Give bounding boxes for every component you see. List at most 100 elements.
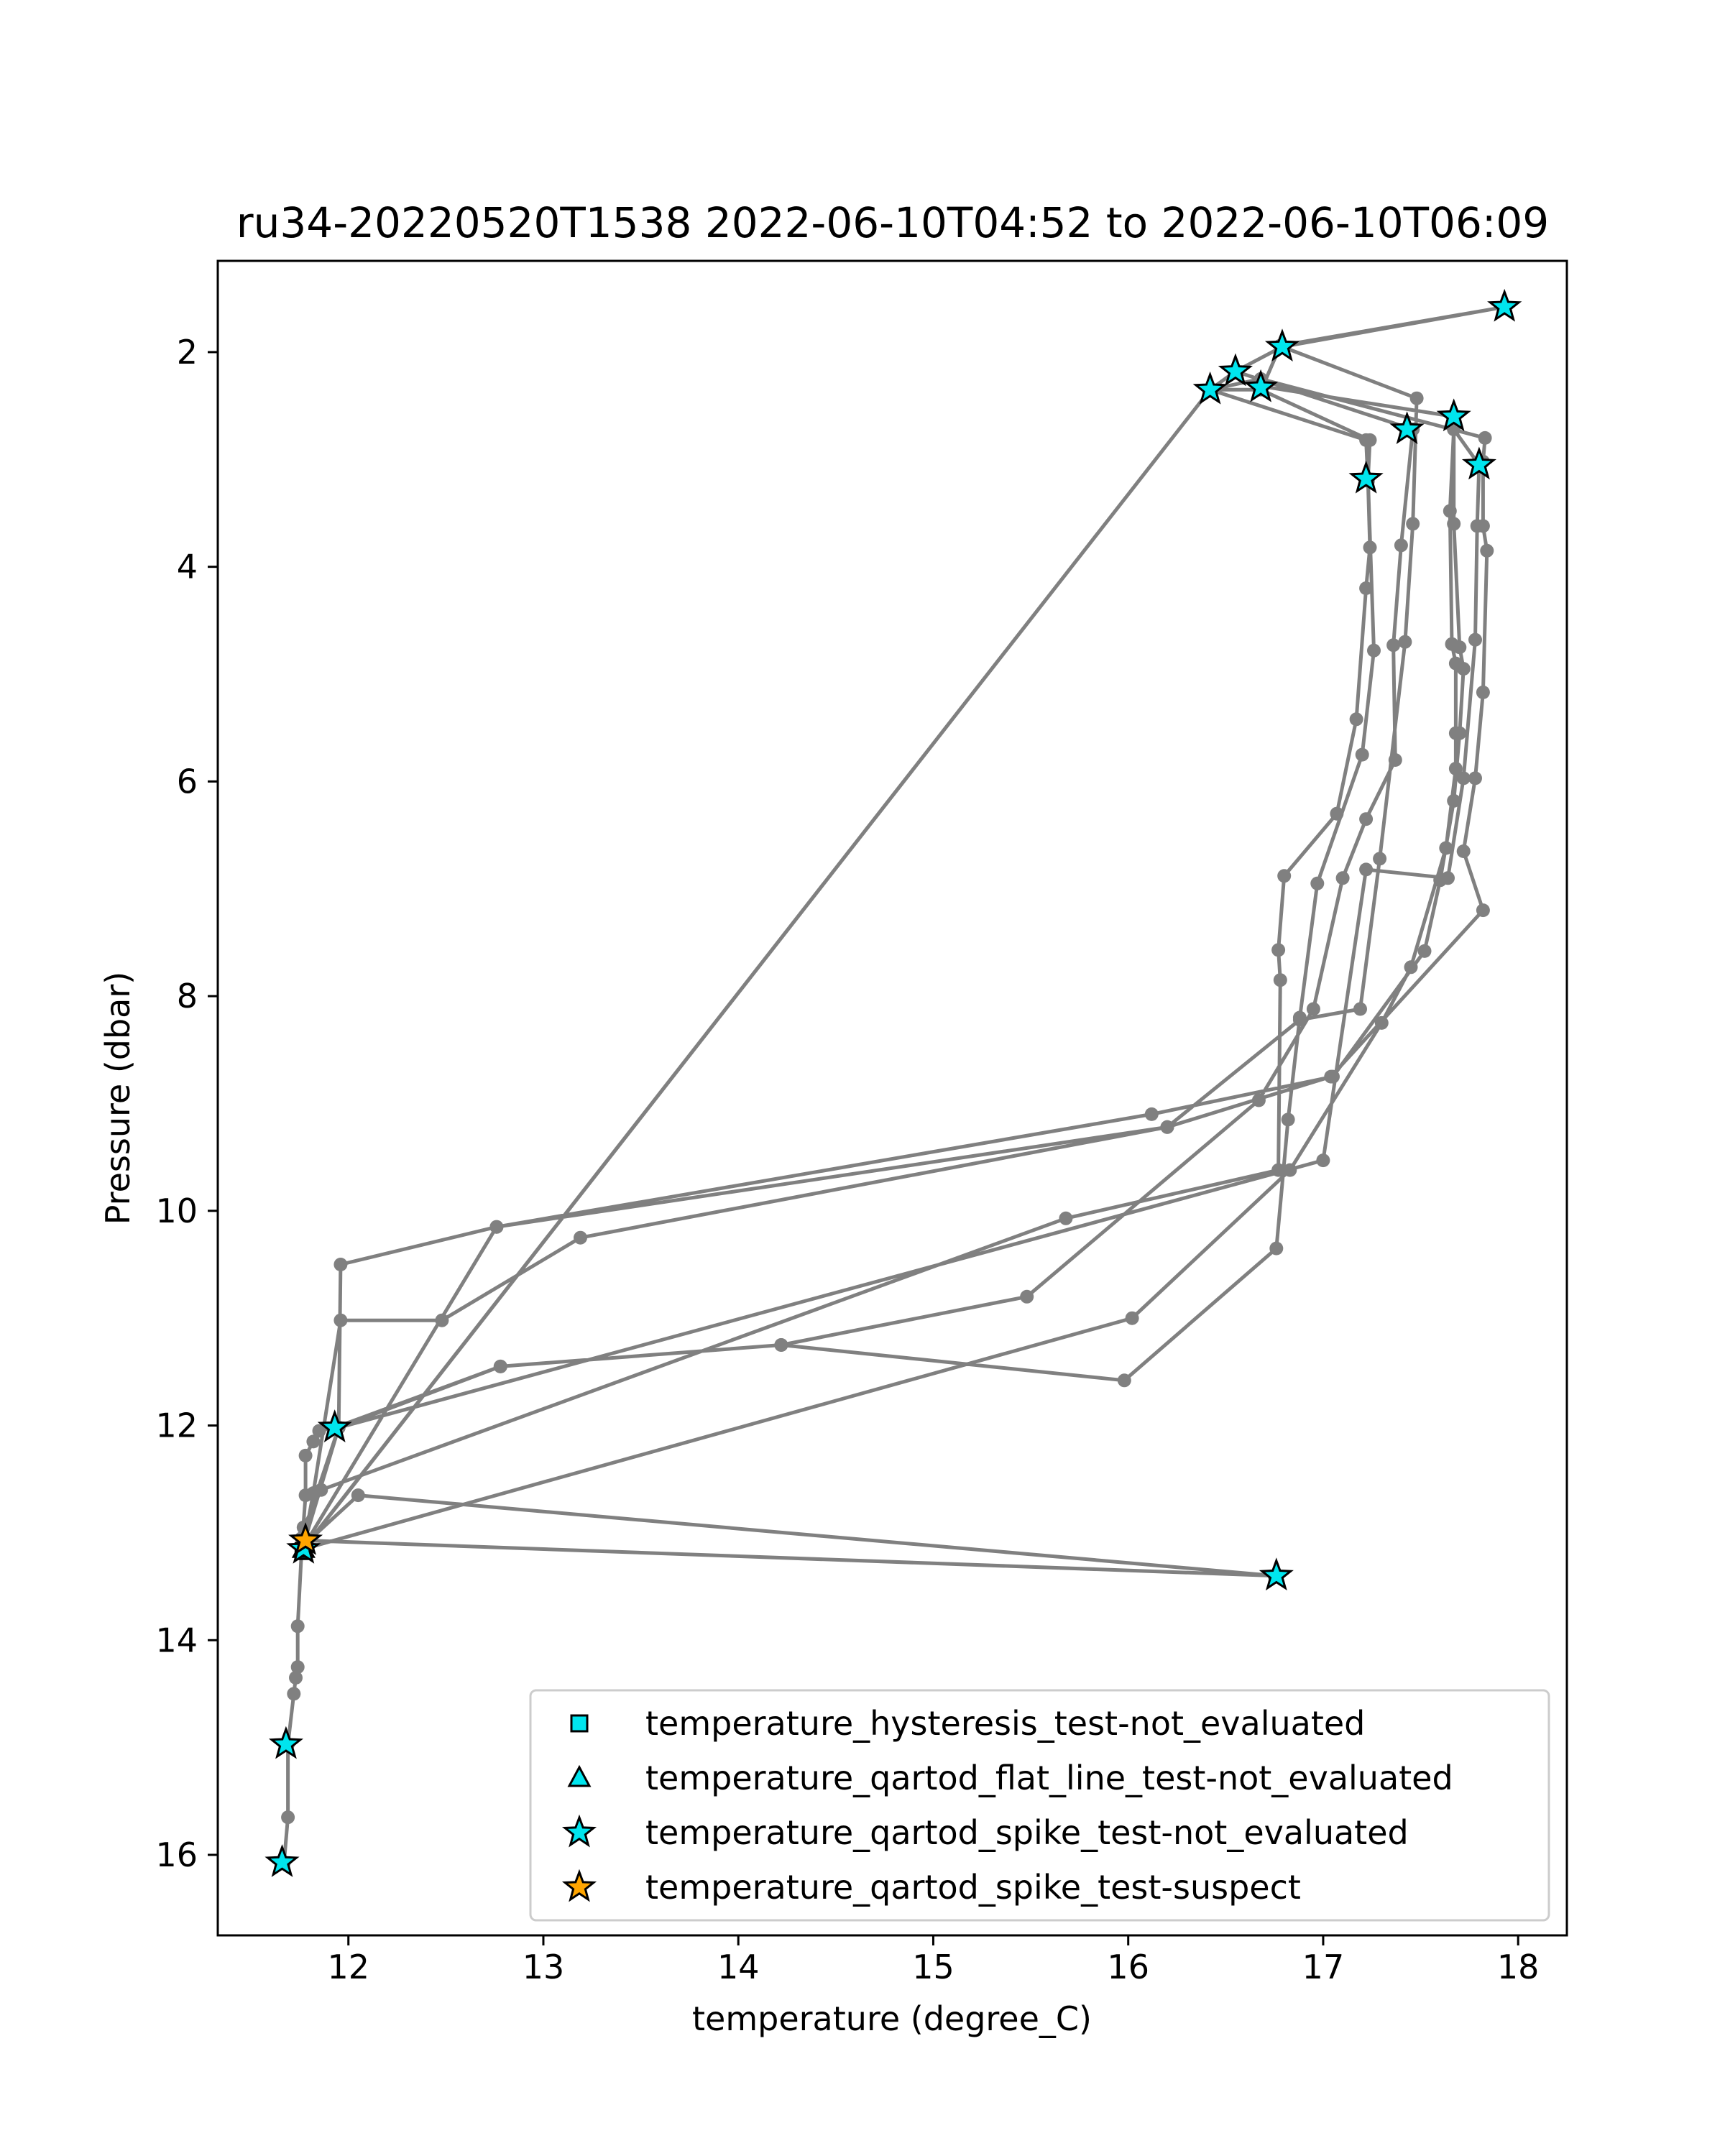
profile-point: [1283, 1163, 1297, 1177]
profile-point: [1335, 871, 1350, 885]
qc-marker: [1259, 1557, 1294, 1591]
legend-marker: [561, 1814, 597, 1848]
y-tick-label: 6: [177, 762, 198, 801]
qc-marker: [1348, 460, 1384, 494]
x-axis-label: temperature (degree_C): [692, 1999, 1092, 2038]
profile-point: [1125, 1311, 1139, 1325]
profile-point: [1388, 753, 1402, 767]
legend-marker: [567, 1764, 592, 1787]
profile-point: [351, 1488, 365, 1503]
qc-marker: [1218, 353, 1253, 387]
profile-point: [1330, 806, 1344, 821]
y-tick-label: 8: [177, 977, 198, 1015]
profile-point: [1386, 638, 1401, 653]
chart-title: ru34-20220520T1538 2022-06-10T04:52 to 2…: [236, 198, 1549, 247]
qc-markers: [264, 288, 1522, 1877]
profile-point: [1359, 862, 1374, 877]
profile-point: [1020, 1289, 1034, 1304]
y-axis-label: Pressure (dbar): [98, 972, 137, 1225]
legend-marker: [561, 1869, 597, 1902]
profile-point: [290, 1660, 305, 1674]
profile-point: [287, 1687, 301, 1701]
qc-marker: [268, 1726, 303, 1759]
profile-point: [334, 1313, 348, 1327]
profile-point: [1359, 812, 1374, 826]
profile-point: [1359, 433, 1374, 447]
legend-marker: [570, 1714, 589, 1733]
profile-track: [277, 300, 1512, 1869]
qc-marker: [1264, 328, 1300, 361]
profile-point: [1409, 391, 1424, 405]
qc-marker: [1461, 446, 1496, 480]
x-tick-label: 15: [912, 1948, 954, 1986]
qc-marker: [288, 1522, 323, 1555]
profile-point: [312, 1424, 326, 1438]
qc-marker: [1389, 411, 1425, 444]
profile-point: [1447, 793, 1461, 808]
profile-point: [1349, 712, 1363, 727]
profile-point: [1441, 871, 1455, 885]
profile-point: [289, 1671, 303, 1685]
profile-point: [1476, 903, 1490, 918]
legend-label: temperature_qartod_spike_test-suspect: [645, 1868, 1301, 1907]
profile-point: [1470, 519, 1484, 533]
profile-point: [281, 1810, 295, 1825]
y-tick-label: 4: [177, 548, 198, 586]
profile-point: [1367, 643, 1381, 658]
profile-point: [1160, 1120, 1174, 1134]
profile-point: [1373, 852, 1387, 866]
y-tick-label: 16: [155, 1835, 198, 1874]
profile-point: [1443, 504, 1457, 518]
qc-marker: [1243, 369, 1279, 402]
profile-point: [1324, 1069, 1338, 1084]
profile-point: [1277, 869, 1292, 883]
profile-point: [306, 1434, 321, 1449]
legend-label: temperature_qartod_spike_test-not_evalua…: [645, 1813, 1409, 1852]
qc-marker: [264, 1844, 300, 1877]
profile-point: [1445, 637, 1459, 651]
profile-point: [1448, 726, 1463, 740]
profile-point: [1447, 517, 1461, 531]
profile-point: [314, 1483, 328, 1497]
profile-point: [1480, 543, 1494, 558]
y-tick-label: 2: [177, 333, 198, 372]
y-axis: 2 4 6 8 10 12 14 16: [155, 333, 218, 1874]
x-axis: 12 13 14 15 16 17 18: [327, 1935, 1539, 1986]
profile-point: [1059, 1211, 1073, 1225]
profile-point: [1468, 632, 1482, 647]
profile-point: [1269, 1241, 1284, 1256]
qc-marker: [317, 1409, 352, 1442]
profile-point: [493, 1359, 507, 1373]
profile-point: [290, 1619, 305, 1634]
profile-point: [1117, 1373, 1131, 1388]
profile-point: [1404, 960, 1418, 975]
profile-point: [1281, 1112, 1295, 1127]
profile-point: [1306, 1002, 1320, 1016]
x-tick-label: 16: [1107, 1948, 1149, 1986]
profile-point: [574, 1230, 587, 1245]
profile-point: [334, 1258, 348, 1271]
profile-point: [1448, 656, 1463, 671]
profile-point: [1273, 973, 1287, 987]
profile-point: [435, 1313, 449, 1327]
y-tick-label: 10: [155, 1192, 198, 1230]
profile-point: [1144, 1107, 1159, 1121]
y-tick-label: 14: [155, 1621, 198, 1659]
profile-point: [489, 1220, 504, 1234]
profile-line: [282, 305, 1506, 1863]
profile-point: [1355, 747, 1369, 762]
x-tick-label: 17: [1302, 1948, 1345, 1986]
legend-box: [529, 1689, 1550, 1922]
profile-point: [1476, 685, 1490, 699]
profile-point: [1406, 517, 1420, 531]
profile-point: [1359, 581, 1374, 595]
profile-point: [1374, 1015, 1389, 1030]
profile-point: [1271, 1163, 1286, 1177]
profile-point: [1439, 841, 1453, 855]
profile-point: [1363, 540, 1377, 555]
profile-point: [1292, 1013, 1307, 1027]
profile-point: [774, 1338, 788, 1352]
qc-marker: [1487, 288, 1522, 322]
x-tick-label: 13: [523, 1948, 565, 1986]
